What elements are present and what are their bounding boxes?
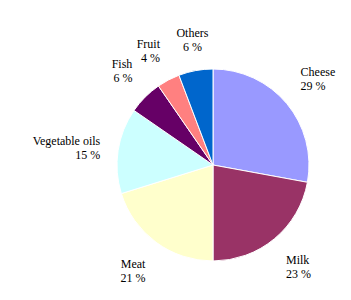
svg-text:Cheese29 %: Cheese29 %	[301, 65, 336, 93]
svg-text:Vegetable oils15 %: Vegetable oils15 %	[33, 134, 101, 162]
svg-text:Milk23 %: Milk23 %	[286, 253, 311, 281]
svg-text:Fruit4 %: Fruit4 %	[137, 37, 161, 65]
svg-text:Meat21 %: Meat21 %	[120, 257, 146, 285]
svg-text:Others6 %: Others6 %	[176, 26, 208, 54]
svg-text:Fish6 %: Fish6 %	[112, 57, 133, 85]
